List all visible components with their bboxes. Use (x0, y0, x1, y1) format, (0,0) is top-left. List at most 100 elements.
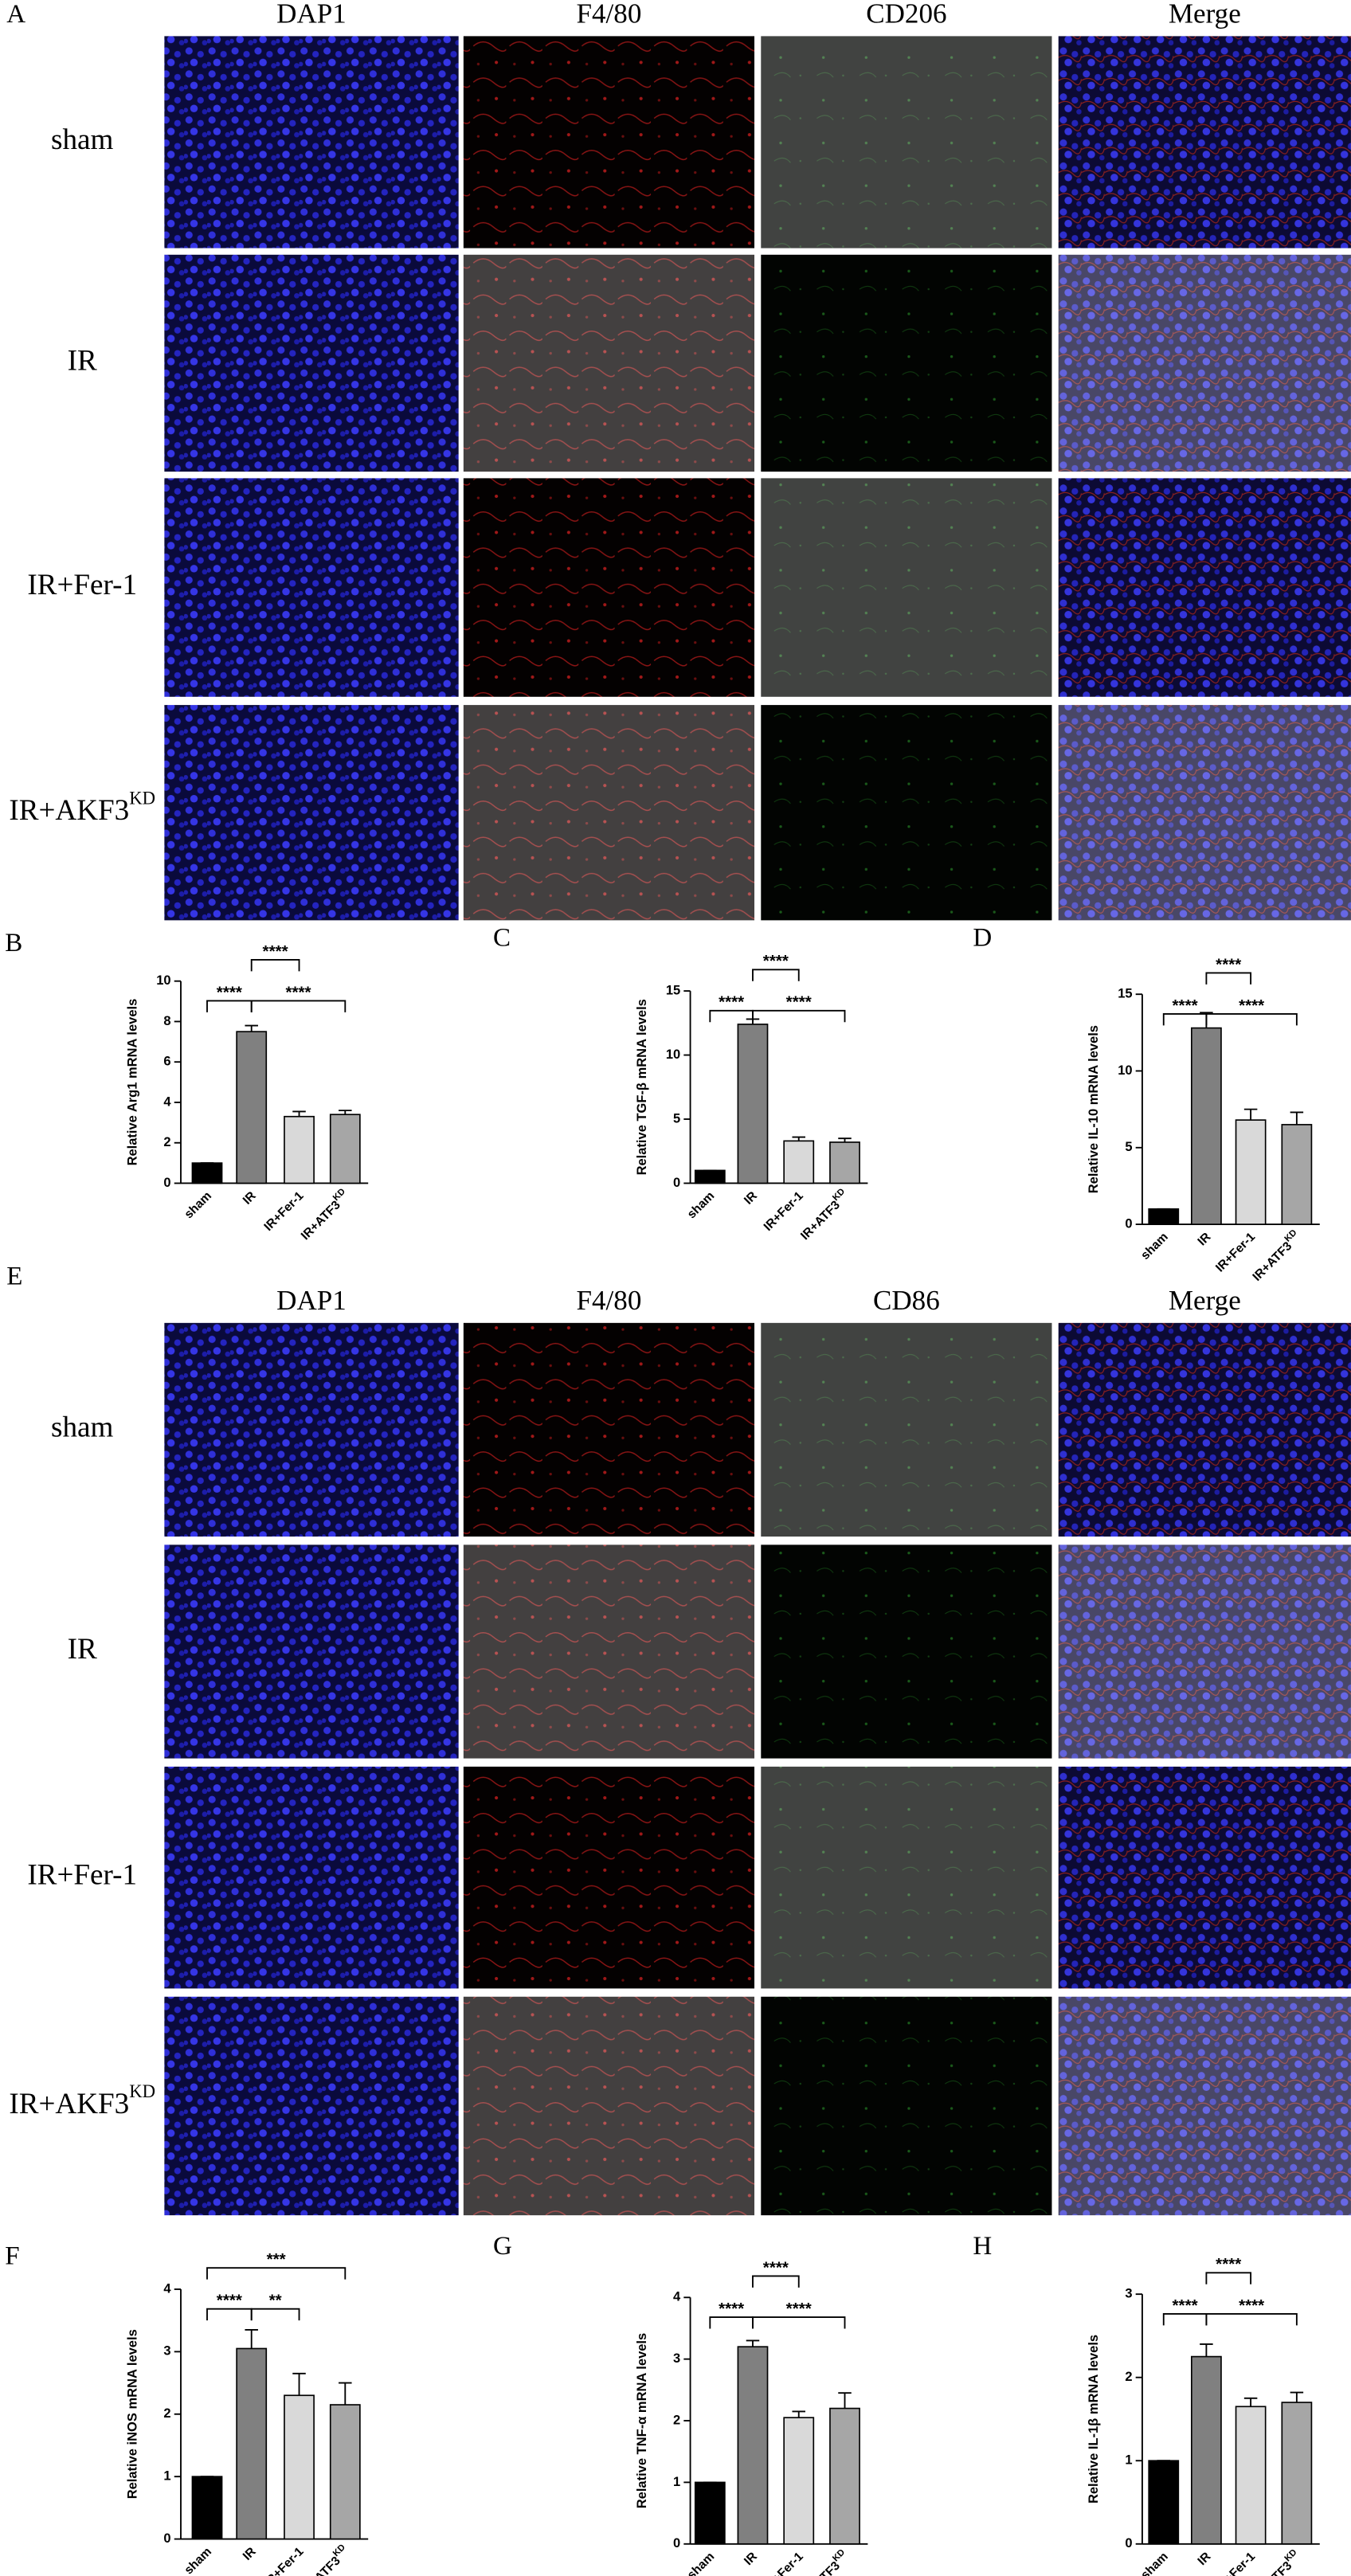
significance-bracket (752, 1009, 846, 1023)
y-tick-label: 1 (1125, 2453, 1132, 2468)
y-tick-label: 2 (1125, 2370, 1132, 2384)
column-header: CD206 (866, 0, 946, 29)
micrograph (463, 254, 755, 472)
y-axis-label: Relative TGF-β mRNA levels (635, 999, 649, 1175)
bar (236, 2347, 268, 2540)
x-tick-label: IR (742, 1189, 760, 1208)
x-tick-label: sham (1138, 1230, 1171, 1263)
text-part: IR+ATF3 (798, 1198, 843, 1243)
column-header: F4/80 (577, 1285, 642, 1316)
x-tick-label: IR (1195, 1230, 1213, 1248)
significance-bracket (1205, 2272, 1252, 2284)
y-tick-label: 0 (673, 2536, 680, 2551)
micrograph (463, 1996, 755, 2216)
row-label: IR+AKF3KD (9, 789, 155, 827)
y-tick-label: 15 (666, 983, 680, 997)
micrograph (1058, 36, 1351, 249)
bar (284, 2394, 315, 2540)
bar (783, 2417, 815, 2545)
panel-letter: F (5, 2241, 19, 2270)
significance-label: **** (1216, 2255, 1241, 2273)
row-label: sham (51, 1411, 113, 1443)
x-tick-label: IR+Fer-1 (261, 1189, 306, 1234)
row-label: sham (51, 123, 113, 156)
y-tick-label: 0 (1125, 1216, 1132, 1231)
error-bar (1200, 2343, 1213, 2357)
y-tick-label: 0 (163, 1176, 170, 1190)
significance-label: **** (786, 993, 812, 1012)
micrograph (164, 478, 459, 697)
panel-letter: G (493, 2232, 512, 2261)
error-bar (292, 2372, 306, 2396)
micrograph (164, 36, 459, 249)
y-tick-label: 4 (673, 2290, 681, 2304)
significance-label: **** (1239, 996, 1264, 1015)
y-tick-label: 10 (156, 973, 170, 988)
bar (1281, 2402, 1313, 2545)
significance-label: ** (269, 2292, 282, 2310)
text-part: IR+AKF3 (9, 2087, 129, 2120)
x-tick-label: IR+ATF3KD (1248, 2547, 1304, 2576)
significance-label: **** (1173, 996, 1198, 1015)
column-header: Merge (1169, 0, 1241, 29)
significance-bracket (709, 1009, 754, 1023)
error-bar (838, 1137, 852, 1142)
significance-label: **** (1173, 2296, 1198, 2315)
error-bar (746, 2339, 760, 2347)
x-tick-label: IR+Fer-1 (1213, 1230, 1258, 1274)
y-tick-label: 5 (1125, 1140, 1132, 1154)
error-bar (1243, 1108, 1258, 1121)
bar (829, 2407, 860, 2545)
significance-bracket (709, 2316, 754, 2329)
x-tick-label: IR (241, 1189, 259, 1208)
micrograph (761, 1544, 1052, 1759)
micrograph (463, 1766, 755, 1989)
error-bar (838, 2392, 852, 2409)
micrograph (761, 478, 1052, 697)
significance-bracket (250, 1000, 347, 1012)
y-tick-label: 10 (1118, 1063, 1132, 1078)
bar (737, 2346, 769, 2545)
y-tick-label: 15 (1118, 987, 1132, 1001)
micrograph (1058, 1766, 1351, 1989)
y-tick-label: 2 (163, 2406, 170, 2421)
micrograph (1058, 1322, 1351, 1537)
y-axis-label: Relative IL-10 mRNA levels (1087, 1025, 1101, 1193)
significance-label: **** (719, 2300, 744, 2318)
row-label: IR (68, 344, 97, 377)
significance-label: **** (217, 983, 242, 1001)
significance-label: **** (763, 952, 789, 970)
micrograph (463, 1322, 755, 1537)
error-bar (245, 1024, 258, 1032)
x-tick-label: IR+ATF3KD (296, 1187, 352, 1243)
significance-bracket (206, 1000, 253, 1012)
micrograph (164, 1766, 459, 1989)
superscript: KD (129, 789, 155, 808)
significance-bracket (250, 2308, 300, 2321)
y-tick-label: 2 (163, 1135, 170, 1149)
significance-bracket (752, 2275, 800, 2288)
x-tick-label: IR (1195, 2550, 1213, 2568)
significance-bracket (1162, 1013, 1208, 1026)
micrograph (761, 1766, 1052, 1989)
x-tick-label: sham (685, 1189, 718, 1222)
y-tick-label: 4 (163, 1094, 171, 1109)
bar (1148, 1208, 1180, 1225)
column-header: F4/80 (577, 0, 642, 29)
micrograph (1058, 478, 1351, 697)
significance-bracket (206, 2267, 347, 2280)
y-axis-label: Relative iNOS mRNA levels (125, 2329, 139, 2499)
bar (329, 1114, 361, 1184)
y-tick-label: 3 (1125, 2287, 1132, 2301)
panel-letter: E (6, 1263, 22, 1291)
y-tick-label: 2 (673, 2413, 680, 2427)
micrograph (761, 254, 1052, 472)
micrograph (761, 1996, 1052, 2216)
y-tick-label: 0 (163, 2531, 170, 2546)
error-bar (1290, 2391, 1304, 2403)
text-part: IR+AKF3 (9, 794, 129, 827)
significance-bracket (752, 2316, 846, 2329)
row-label: IR+Fer-1 (27, 569, 137, 601)
micrograph (761, 1322, 1052, 1537)
bar (737, 1024, 769, 1184)
